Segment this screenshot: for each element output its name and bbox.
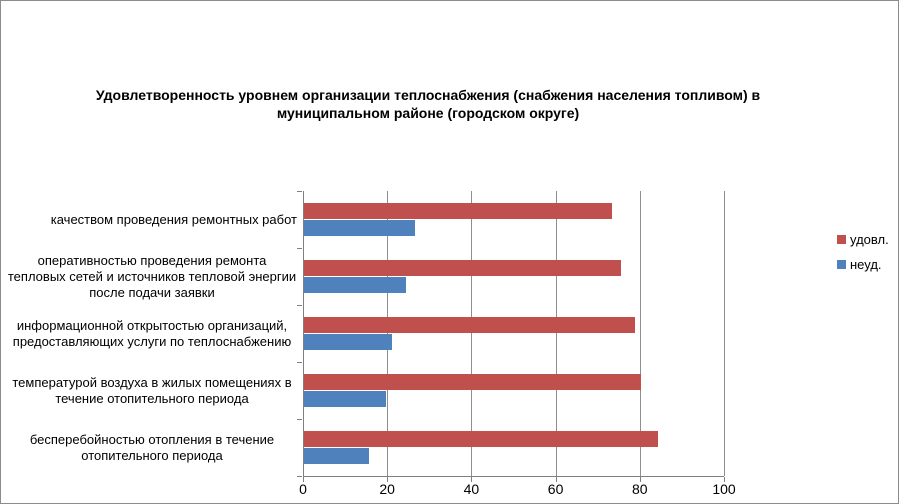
category-bar-group <box>303 362 724 419</box>
category-label: информационной открытостью организаций, … <box>12 317 292 349</box>
bar-unsatisfied <box>303 448 370 464</box>
bar-satisfied <box>303 317 635 333</box>
gridline <box>471 191 473 476</box>
category-bar-group <box>303 191 724 248</box>
category-label-row: качеством проведения ремонтных работ <box>7 191 297 248</box>
category-axis-tick <box>297 362 302 363</box>
value-axis-tick <box>555 477 557 482</box>
gridline <box>639 191 641 476</box>
value-axis-tick <box>471 477 473 482</box>
category-axis-tick <box>297 191 302 192</box>
value-axis-tick <box>724 477 725 482</box>
chart-title-text: Удовлетворенность уровнем организации те… <box>95 87 761 121</box>
value-axis-labels: 0 20 40 60 80 100 <box>299 481 736 499</box>
category-axis-tick <box>297 419 302 420</box>
bar-unsatisfied <box>303 220 415 236</box>
legend-swatch <box>837 235 846 244</box>
chart-title: Удовлетворенность уровнем организации те… <box>28 86 828 122</box>
value-axis-label: 40 <box>463 481 480 497</box>
category-label-row: бесперебойностью отопления в течение ото… <box>7 419 297 476</box>
legend-swatch <box>837 260 846 269</box>
plot-area <box>297 191 725 482</box>
value-axis-label: 20 <box>379 481 395 497</box>
category-label: температурой воздуха в жилых помещениях … <box>12 374 292 406</box>
value-axis-zero-line <box>303 191 304 476</box>
category-bar-group <box>303 248 724 305</box>
category-axis-tick <box>297 305 302 306</box>
gridline <box>555 191 557 476</box>
category-label: оперативностью проведения ремонта теплов… <box>7 252 297 300</box>
bar-unsatisfied <box>303 277 407 293</box>
bar-unsatisfied <box>303 391 387 407</box>
legend-item: неуд. <box>837 257 889 272</box>
legend: удовл. неуд. <box>837 232 889 272</box>
value-axis-tick <box>639 477 641 482</box>
category-bar-group <box>303 305 724 362</box>
category-label-row: информационной открытостью организаций, … <box>7 305 297 362</box>
category-axis-labels: качеством проведения ремонтных работ опер… <box>7 191 297 476</box>
gridline <box>387 191 389 476</box>
bars-container <box>303 191 724 476</box>
legend-label: неуд. <box>850 257 882 272</box>
category-label: качеством проведения ремонтных работ <box>50 211 297 227</box>
category-bar-group <box>303 419 724 476</box>
legend-label: удовл. <box>850 232 889 247</box>
category-axis-tick <box>297 476 302 477</box>
bar-satisfied <box>303 431 658 447</box>
bar-unsatisfied <box>303 334 393 350</box>
bar-satisfied <box>303 203 613 219</box>
value-axis-label: 100 <box>712 481 736 497</box>
category-axis-tick <box>297 248 302 249</box>
category-axis-line <box>303 476 724 477</box>
value-axis-label: 0 <box>299 481 307 497</box>
value-axis-label: 80 <box>632 481 648 497</box>
gridline <box>724 191 725 476</box>
category-label: бесперебойностью отопления в течение ото… <box>29 431 275 463</box>
category-label-row: температурой воздуха в жилых помещениях … <box>7 362 297 419</box>
bar-satisfied <box>303 260 621 276</box>
value-axis-label: 60 <box>547 481 564 497</box>
bar-satisfied <box>303 374 641 390</box>
category-label-row: оперативностью проведения ремонта теплов… <box>7 248 297 305</box>
legend-item: удовл. <box>837 232 889 247</box>
value-axis-tick <box>303 477 304 482</box>
value-axis-tick <box>387 477 389 482</box>
